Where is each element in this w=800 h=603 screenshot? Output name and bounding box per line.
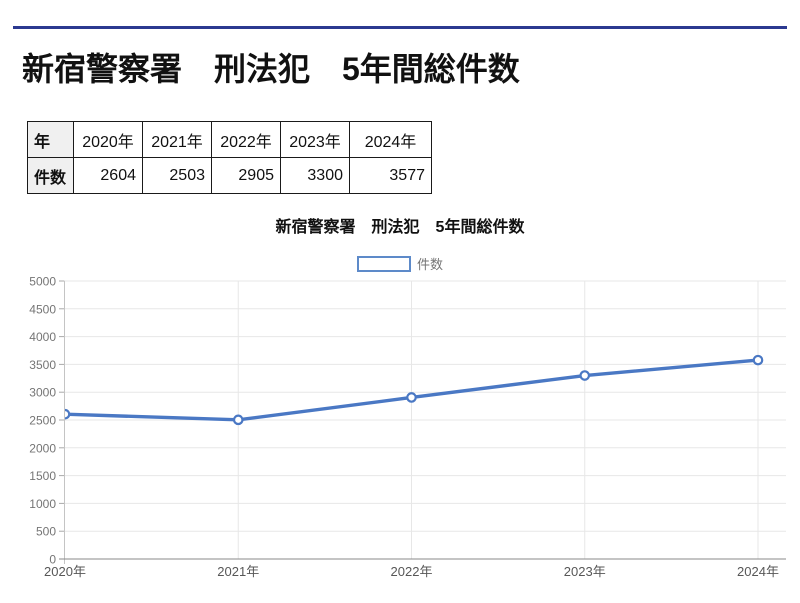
- chart-title: 新宿警察署 刑法犯 5年間総件数: [275, 219, 525, 236]
- y-tick-label: 2500: [29, 414, 56, 428]
- x-tick-label: 2022年: [391, 564, 433, 579]
- y-tick-label: 0: [49, 553, 56, 567]
- x-tick-label: 2021年: [217, 564, 259, 579]
- top-divider-rule: [13, 26, 787, 29]
- table-row-years: 年 2020年 2021年 2022年 2023年 2024年: [27, 121, 432, 158]
- table-header-count: 件数: [27, 157, 74, 194]
- table-header-year: 年: [27, 121, 74, 158]
- table-cell-count-2023: 3300: [280, 157, 350, 194]
- table-cell-count-2021: 2503: [142, 157, 212, 194]
- x-tick-label: 2020年: [44, 564, 86, 579]
- table-cell-year-2023: 2023年: [280, 121, 350, 158]
- data-point-marker: [232, 414, 244, 426]
- y-tick-label: 2000: [29, 441, 56, 455]
- x-tick-label: 2023年: [564, 564, 606, 579]
- table-row-counts: 件数 2604 2503 2905 3300 3577: [27, 157, 432, 194]
- table-cell-count-2022: 2905: [211, 157, 281, 194]
- data-point-marker: [579, 370, 591, 381]
- y-tick-label: 4000: [29, 330, 56, 344]
- table-cell-count-2024: 3577: [349, 157, 432, 194]
- y-tick-label: 1500: [29, 469, 56, 483]
- page-title: 新宿警察署 刑法犯 5年間総件数: [22, 51, 520, 87]
- y-tick-label: 5000: [29, 275, 56, 289]
- data-point-marker: [65, 408, 71, 420]
- legend-series-label: 件数: [416, 257, 443, 272]
- x-tick-label: 2024年: [737, 564, 779, 579]
- chart-legend: 件数: [0, 254, 800, 273]
- y-tick-label: 500: [36, 525, 56, 539]
- crime-stats-table: 年 2020年 2021年 2022年 2023年 2024年 件数 2604 …: [27, 121, 432, 194]
- table-cell-year-2020: 2020年: [73, 121, 143, 158]
- line-chart-plot: 0 500 1000 1500 2000 2500 3000 3500 4000 4500 5000…: [29, 275, 786, 579]
- y-tick-label: 4500: [29, 302, 56, 316]
- y-tick-label: 3500: [29, 358, 56, 372]
- y-tick-label: 3000: [29, 386, 56, 400]
- table-cell-year-2022: 2022年: [211, 121, 281, 158]
- table-cell-count-2020: 2604: [73, 157, 143, 194]
- y-tick-label: 1000: [29, 497, 56, 511]
- data-point-marker: [406, 392, 417, 403]
- legend-series-swatch: [356, 255, 411, 272]
- table-cell-year-2021: 2021年: [142, 121, 212, 158]
- table-cell-year-2024: 2024年: [349, 121, 432, 158]
- data-point-marker: [752, 354, 764, 366]
